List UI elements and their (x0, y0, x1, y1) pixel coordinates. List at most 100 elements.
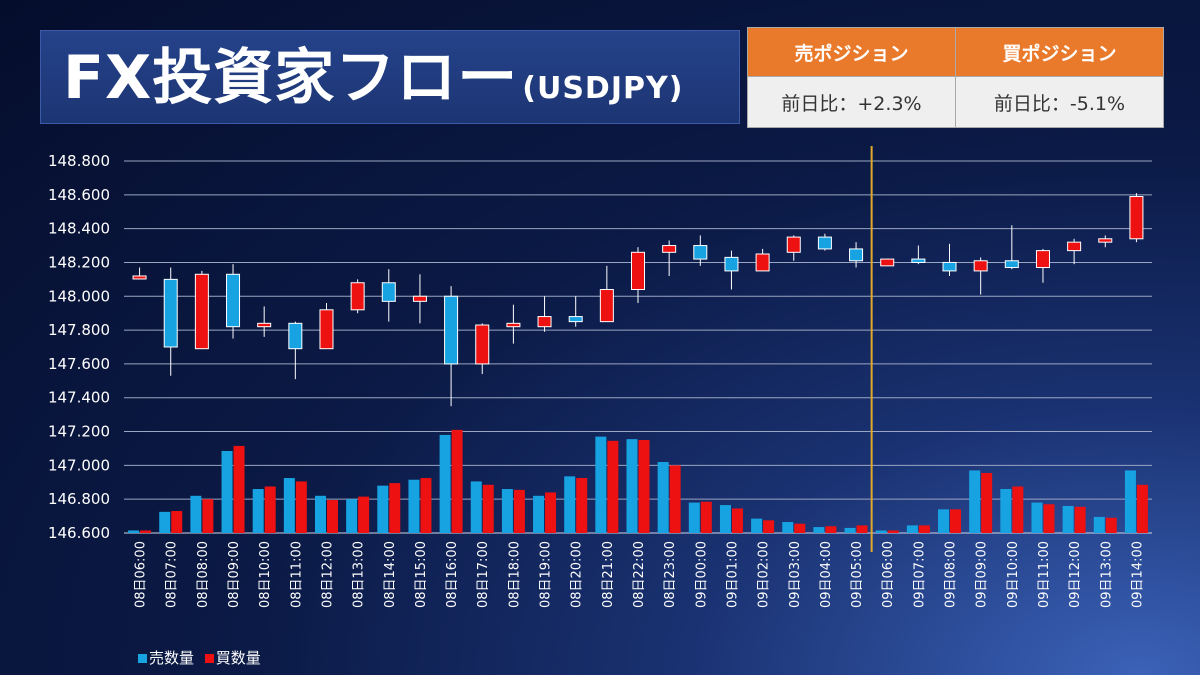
candle-up (194, 273, 209, 350)
sell-volume-bar (533, 495, 545, 533)
title-pair: (USDJPY) (522, 71, 684, 106)
buy-volume-bar (731, 508, 743, 533)
sell-volume-bar (252, 489, 264, 533)
x-tick-label: 09日06:00 (881, 541, 896, 608)
x-tick-label: 09日04:00 (819, 541, 834, 608)
x-tick-label: 09日02:00 (757, 541, 772, 608)
candle-down (693, 245, 708, 260)
y-tick-label: 148.400 (48, 220, 110, 238)
buy-volume-bar (171, 511, 183, 533)
candle-up (412, 295, 427, 302)
sell-volume-bar (283, 478, 295, 533)
legend-label-sell: 売数量 (149, 649, 195, 667)
page-title: FX投資家フロー (USDJPY) (63, 43, 683, 124)
buy-volume-bar (451, 429, 463, 533)
buy-volume-bar (856, 525, 868, 533)
x-tick-label: 09日12:00 (1068, 541, 1083, 608)
sell-volume-bar (190, 495, 202, 533)
sell-volume-bar (719, 505, 731, 533)
y-tick-label: 146.800 (48, 490, 110, 508)
candle-down (817, 236, 832, 250)
buy-volume-bar (140, 530, 152, 533)
candle-up (786, 236, 801, 253)
sell-volume-bar (688, 502, 700, 533)
candle-up (599, 289, 614, 323)
buy-volume-bar (545, 492, 557, 533)
x-tick-label: 08日22:00 (632, 541, 647, 608)
buy-volume-bar (513, 489, 525, 533)
buy-volume-bar (576, 478, 588, 533)
buy-volume-bar (326, 500, 338, 533)
legend-item-buy: 買数量 (204, 649, 261, 667)
sell-volume-bar (969, 470, 981, 533)
sell-volume-bar (346, 499, 358, 533)
buy-volume-bar (918, 525, 930, 533)
sell-volume-bar (564, 476, 576, 533)
sell-volume-bar (938, 509, 950, 533)
sell-volume-bar (408, 479, 420, 533)
x-tick-label: 08日16:00 (445, 541, 460, 608)
buy-volume-bar (950, 509, 962, 533)
x-tick-label: 09日13:00 (1099, 541, 1114, 608)
sell-volume-bar (1124, 470, 1136, 533)
buy-volume-bar (1043, 504, 1055, 533)
y-tick-label: 147.600 (48, 355, 110, 373)
buy-volume-bar (700, 501, 712, 533)
sell-volume-bar (751, 518, 763, 533)
buy-volume-bar (295, 481, 307, 533)
sell-volume-bar (159, 511, 171, 533)
x-tick-label: 08日10:00 (258, 541, 273, 608)
candle-up (1035, 250, 1050, 269)
x-tick-label: 08日13:00 (352, 541, 367, 608)
candle-down (163, 278, 178, 348)
candle-down (444, 295, 459, 365)
x-tick-label: 09日09:00 (975, 541, 990, 608)
candle-up (1067, 241, 1082, 252)
candle-up (257, 322, 272, 328)
x-tick-label: 09日10:00 (1006, 541, 1021, 608)
candle-up (475, 324, 490, 365)
candle-down (849, 248, 864, 262)
candle-down (381, 282, 396, 302)
y-tick-label: 147.000 (48, 456, 110, 474)
candle-up (662, 245, 677, 253)
sell-volume-bar (844, 527, 856, 533)
legend-label-buy: 買数量 (215, 649, 261, 667)
position-table: 売ポジション 買ポジション 前日比：+2.3% 前日比：-5.1% (747, 27, 1164, 128)
title-banner: FX投資家フロー (USDJPY) (40, 30, 740, 124)
buy-volume-bar (1012, 486, 1024, 533)
buy-volume-bar (981, 472, 993, 533)
buy-volume-bar (1074, 506, 1086, 533)
sell-volume-bar (813, 527, 825, 533)
x-tick-label: 08日20:00 (570, 541, 585, 608)
sell-position-header: 売ポジション (747, 27, 956, 77)
y-tick-label: 147.200 (48, 423, 110, 441)
sell-volume-bar (875, 530, 887, 533)
sell-volume-bar (657, 461, 669, 533)
sell-volume-bar (377, 485, 389, 533)
x-tick-label: 09日03:00 (788, 541, 803, 608)
x-tick-label: 08日21:00 (601, 541, 616, 608)
candle-up (132, 275, 147, 280)
x-tick-label: 08日06:00 (134, 541, 149, 608)
x-tick-label: 09日08:00 (944, 541, 959, 608)
candle-down (911, 258, 926, 263)
sell-position-change: 前日比：+2.3% (747, 76, 956, 128)
candle-down (942, 261, 957, 272)
sell-volume-bar (470, 481, 482, 533)
buy-volume-bar (638, 440, 650, 533)
buy-volume-bar (202, 499, 214, 533)
sell-volume-bar (906, 525, 918, 533)
legend-item-sell: 売数量 (138, 649, 194, 667)
legend-swatch-sell (138, 654, 147, 663)
sell-volume-bar (501, 489, 513, 533)
x-tick-label: 08日09:00 (227, 541, 242, 608)
x-tick-label: 08日19:00 (539, 541, 554, 608)
candle-up (1129, 196, 1144, 240)
sell-volume-bar (595, 436, 607, 533)
candle-up (973, 260, 988, 272)
buy-volume-bar (482, 484, 494, 533)
candle-up (631, 251, 645, 291)
buy-volume-bar (1105, 517, 1117, 533)
